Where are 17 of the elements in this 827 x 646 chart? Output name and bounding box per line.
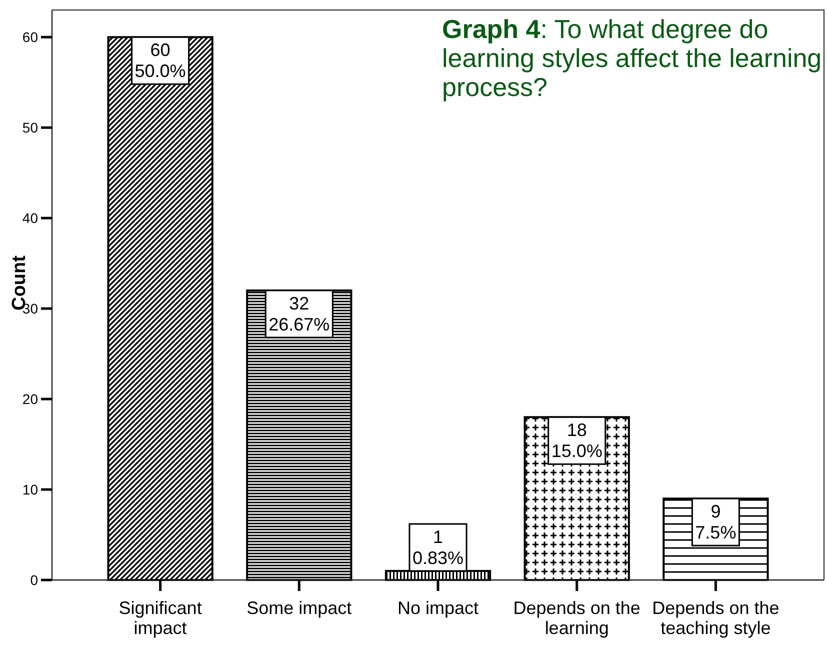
x-tick-label: Depends on the learning bbox=[513, 598, 640, 638]
data-label: 18 15.0% bbox=[551, 420, 602, 462]
data-label: 1 0.83% bbox=[412, 526, 464, 568]
y-tick-label: 60 bbox=[22, 29, 38, 46]
text: Graph 4: To what degree do learning styles affect the learning process? bbox=[442, 14, 822, 102]
data-label: 32 26.67% bbox=[268, 293, 330, 334]
x-tick-label: Depends on the teaching style bbox=[652, 598, 780, 638]
data-label: 60 50.0% bbox=[134, 40, 186, 82]
x-tick-label: Some impact bbox=[246, 598, 352, 618]
y-tick-label: 40 bbox=[22, 210, 38, 226]
y-tick-label: 10 bbox=[22, 481, 38, 498]
y-tick-label: 0 bbox=[30, 572, 38, 588]
y-tick-label: 20 bbox=[22, 390, 38, 407]
y-tick-label: 50 bbox=[22, 120, 38, 136]
data-label: 9 7.5% bbox=[695, 502, 736, 543]
x-tick-label: No impact bbox=[397, 598, 479, 618]
x-tick-label: Significant impact bbox=[118, 598, 202, 638]
